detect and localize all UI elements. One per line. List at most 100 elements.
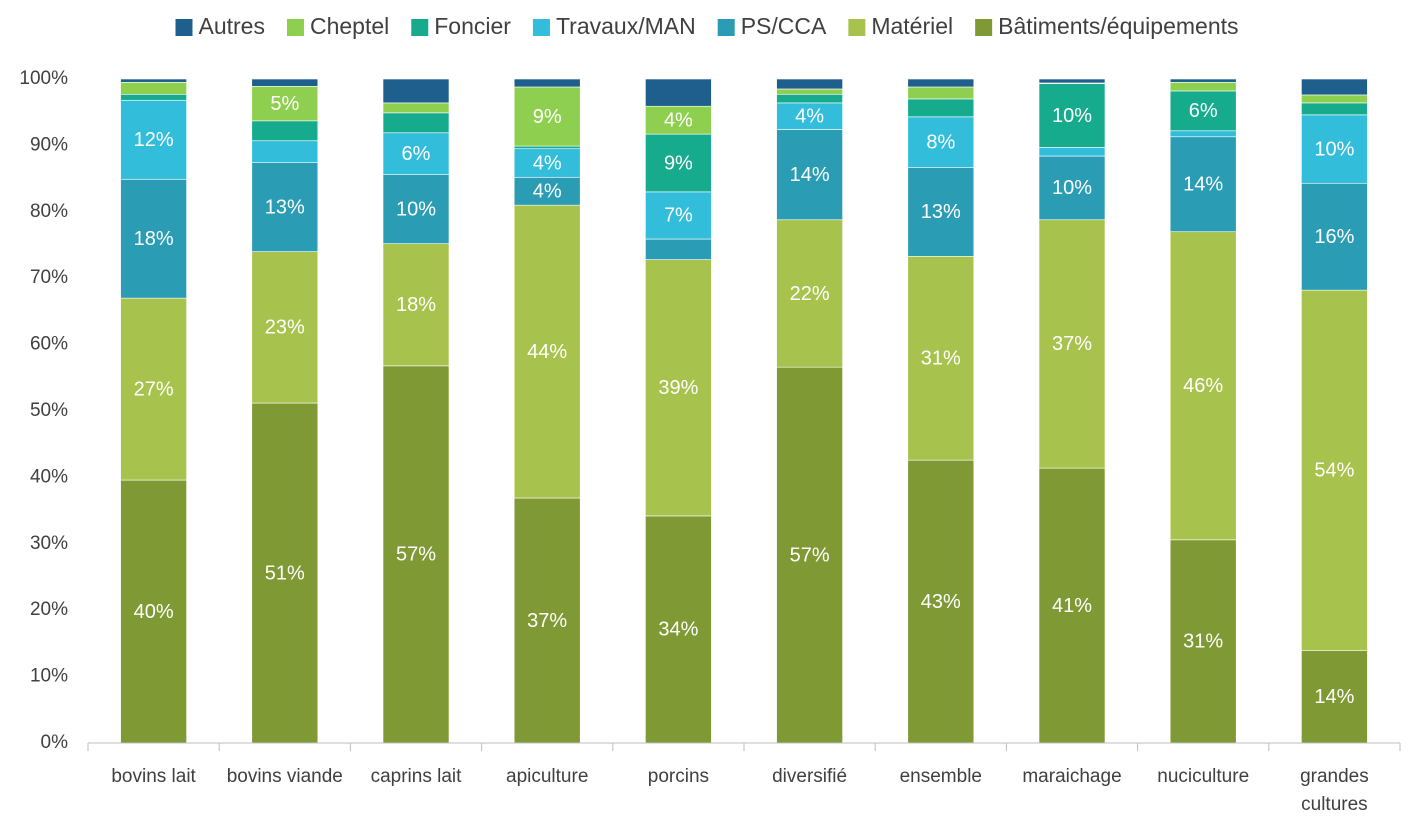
- bar-segment: [1169, 231, 1237, 541]
- bar-segment: [513, 148, 581, 178]
- bar-segment: [251, 140, 319, 163]
- bar-segment: [382, 132, 450, 175]
- bar-segment: [251, 120, 319, 142]
- y-tick-label: 20%: [30, 599, 68, 620]
- bar-segment: [513, 86, 581, 147]
- x-tick-label: ensemble: [900, 766, 982, 787]
- data-label: 31%: [921, 347, 961, 369]
- data-label: 39%: [658, 377, 698, 399]
- data-label: 9%: [664, 152, 693, 174]
- bar-segment: [382, 243, 450, 367]
- x-tick-label: apiculture: [506, 766, 588, 787]
- data-label: 44%: [527, 341, 567, 363]
- bar-segment: [382, 78, 450, 104]
- data-label: 18%: [134, 228, 174, 250]
- legend-swatch: [848, 19, 866, 36]
- data-label: 40%: [134, 601, 174, 623]
- data-label: 5%: [270, 93, 299, 115]
- bar-segment: [1301, 114, 1368, 184]
- y-tick-label: 50%: [30, 400, 68, 421]
- data-label: 10%: [396, 198, 436, 220]
- bar-segment: [1038, 78, 1106, 84]
- data-label: 13%: [921, 201, 961, 223]
- data-label: 14%: [1183, 174, 1223, 196]
- x-tick-label: porcins: [648, 766, 709, 787]
- bar-segment: [1301, 650, 1368, 744]
- data-label: 18%: [396, 294, 436, 316]
- x-tick-label: grandes cultures: [1300, 766, 1369, 815]
- data-label: 8%: [926, 131, 955, 153]
- x-tick-label: nuciculture: [1157, 766, 1249, 787]
- bar-segment: [907, 459, 975, 744]
- bar-segment: [1301, 94, 1368, 104]
- y-tick-label: 10%: [30, 666, 68, 687]
- bar-segment: [251, 162, 319, 252]
- data-label: 6%: [1189, 100, 1218, 122]
- data-label: 51%: [265, 562, 305, 584]
- bar-segment: [1038, 467, 1106, 744]
- bar-segment: [120, 99, 187, 180]
- bar-segment: [645, 238, 712, 260]
- data-label: 43%: [921, 591, 961, 613]
- bar-segment: [1169, 82, 1237, 92]
- bar-segment: [1301, 182, 1368, 291]
- data-label: 37%: [527, 610, 567, 632]
- data-label: 4%: [664, 109, 693, 131]
- data-label: 16%: [1314, 226, 1354, 248]
- bar-segment: [513, 78, 581, 88]
- legend-label: Travaux/MAN: [556, 13, 696, 39]
- legend: Autres Cheptel Foncier Travaux/MAN PS/CCA Mat…: [175, 13, 1239, 39]
- y-tick-label: 60%: [30, 334, 68, 355]
- bar-segment: [120, 479, 187, 744]
- bar-segment: [1169, 78, 1237, 83]
- legend-label: Foncier: [434, 13, 511, 39]
- data-label: 23%: [265, 317, 305, 339]
- bar-segment: [776, 88, 843, 95]
- bar-segment: [382, 112, 450, 134]
- legend-swatch: [975, 19, 993, 36]
- data-label: 22%: [790, 283, 830, 305]
- data-label: 4%: [533, 180, 562, 202]
- bar-segment: [120, 297, 187, 481]
- bar-segment: [120, 93, 187, 101]
- bar-segment: [1038, 219, 1106, 469]
- bar-segment: [776, 366, 843, 744]
- x-tick-label: bovins viande: [227, 766, 343, 787]
- bar-segment: [382, 102, 450, 114]
- bar-segment: [907, 255, 975, 461]
- y-tick-label: 30%: [30, 533, 68, 554]
- x-tick-label: caprins lait: [371, 766, 463, 787]
- bar-segment: [513, 145, 581, 150]
- data-label: 31%: [1183, 631, 1223, 653]
- bar-segment: [907, 86, 975, 100]
- data-label: 37%: [1052, 333, 1092, 355]
- data-label: 4%: [533, 152, 562, 174]
- bar-segment: [1169, 130, 1237, 138]
- data-label: 14%: [790, 164, 830, 186]
- legend-label: Bâtiments/équipements: [998, 13, 1238, 39]
- legend-label: PS/CCA: [741, 13, 827, 39]
- bar-segment: [907, 98, 975, 118]
- y-tick-label: 70%: [30, 267, 68, 288]
- bar-segment: [251, 402, 319, 744]
- y-tick-label: 40%: [30, 466, 68, 487]
- bar-segment: [513, 497, 581, 744]
- x-tick-label: diversifié: [772, 766, 847, 787]
- bar-segment: [907, 167, 975, 257]
- legend-label: Autres: [198, 13, 264, 39]
- y-tick-label: 80%: [30, 201, 68, 222]
- bar-segment: [1301, 78, 1368, 96]
- y-tick-label: 100%: [19, 68, 68, 89]
- data-label: 27%: [134, 378, 174, 400]
- bar-segment: [645, 78, 712, 107]
- bar-segment: [645, 191, 712, 240]
- bar-segment: [120, 82, 187, 95]
- data-label: 4%: [795, 105, 824, 127]
- legend-swatch: [411, 19, 429, 36]
- bar-segment: [776, 219, 843, 368]
- data-label: 6%: [402, 143, 431, 165]
- data-label: 10%: [1052, 105, 1092, 127]
- bar-segment: [645, 515, 712, 744]
- bar-segment: [251, 78, 319, 87]
- bar-segment: [1169, 539, 1237, 744]
